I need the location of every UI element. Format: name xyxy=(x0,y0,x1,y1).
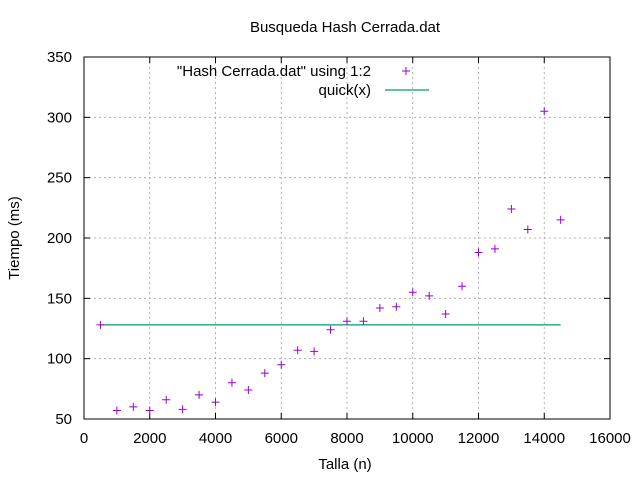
y-tick-label: 350 xyxy=(47,49,72,66)
x-tick-label: 8000 xyxy=(330,430,363,447)
legend: "Hash Cerrada.dat" using 1:2 quick(x) xyxy=(177,63,429,99)
data-point xyxy=(540,107,549,116)
y-tick-label: 50 xyxy=(55,411,72,428)
y-tick-label: 250 xyxy=(47,170,72,187)
data-point xyxy=(277,360,286,369)
data-point xyxy=(178,405,187,414)
series-hash-points xyxy=(96,107,565,415)
grid-lines xyxy=(84,57,610,419)
data-point xyxy=(490,244,499,253)
legend-entry-points-label: "Hash Cerrada.dat" using 1:2 xyxy=(177,63,371,80)
y-axis-label: Tiempo (ms) xyxy=(6,196,23,280)
data-point xyxy=(343,317,351,326)
y-tick-label: 200 xyxy=(47,230,72,247)
chart-title: Busqueda Hash Cerrada.dat xyxy=(250,19,441,36)
legend-plus-marker xyxy=(402,67,410,75)
data-point xyxy=(408,288,417,297)
data-point xyxy=(392,302,401,311)
data-point xyxy=(359,317,368,326)
x-ticks: 0 2000 4000 6000 8000 10000 12000 14000 16000 xyxy=(80,57,631,447)
y-tick-label: 100 xyxy=(47,351,72,368)
data-point xyxy=(523,225,532,234)
data-point xyxy=(112,406,121,415)
legend-entry-line-label: quick(x) xyxy=(318,82,371,99)
x-tick-label: 14000 xyxy=(523,430,565,447)
y-tick-label: 150 xyxy=(47,290,72,307)
data-point xyxy=(129,402,138,411)
data-point xyxy=(507,205,516,214)
data-point xyxy=(326,325,335,334)
data-point xyxy=(310,347,319,356)
data-point xyxy=(474,248,483,257)
x-tick-label: 6000 xyxy=(265,430,298,447)
data-point xyxy=(227,378,236,387)
data-point xyxy=(211,398,220,407)
data-point xyxy=(260,369,269,378)
data-point xyxy=(375,303,384,312)
data-point xyxy=(244,386,253,395)
x-tick-label: 16000 xyxy=(589,430,631,447)
data-point xyxy=(556,215,565,224)
data-point xyxy=(96,320,105,329)
x-tick-label: 2000 xyxy=(133,430,166,447)
data-point xyxy=(195,390,204,399)
x-tick-label: 0 xyxy=(80,430,88,447)
data-point xyxy=(145,406,154,415)
y-ticks: 50 100 150 200 250 300 350 xyxy=(47,49,610,428)
data-point xyxy=(425,291,434,300)
data-point xyxy=(293,346,302,355)
x-axis-label: Talla (n) xyxy=(318,456,371,473)
data-point xyxy=(458,282,467,291)
data-point xyxy=(162,395,171,404)
data-point xyxy=(441,310,450,319)
x-tick-label: 10000 xyxy=(392,430,434,447)
legend-entry-points-marker xyxy=(402,67,410,75)
x-tick-label: 12000 xyxy=(458,430,500,447)
x-tick-label: 4000 xyxy=(199,430,232,447)
y-tick-label: 300 xyxy=(47,109,72,126)
